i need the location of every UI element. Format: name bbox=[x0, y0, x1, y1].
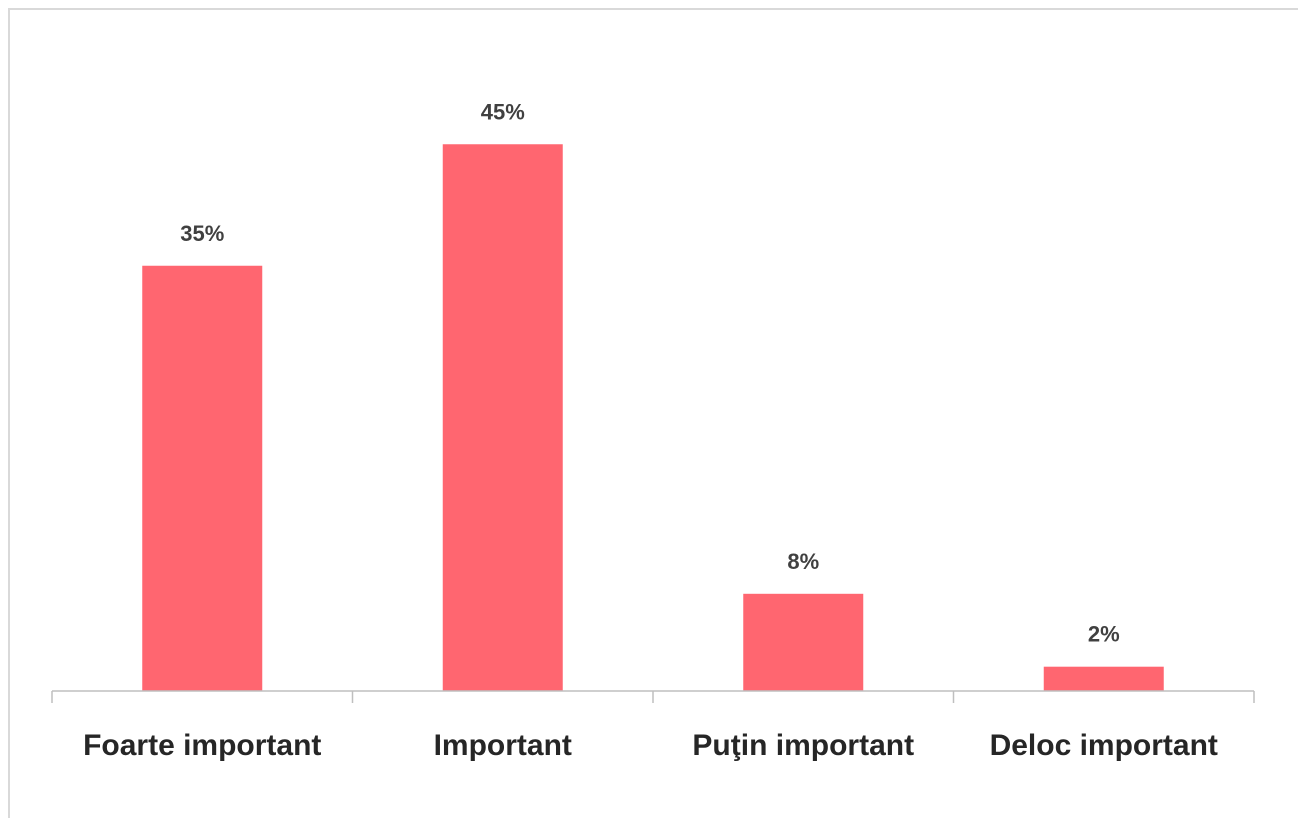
value-label-4: 2% bbox=[1088, 622, 1120, 647]
bars-group bbox=[142, 144, 1164, 691]
bar-1 bbox=[142, 265, 263, 691]
value-labels-group: 35% 45% 8% 2% bbox=[180, 99, 1119, 646]
bar-4 bbox=[1043, 666, 1164, 691]
x-axis-ticks bbox=[51, 691, 1255, 703]
value-label-3: 8% bbox=[787, 549, 819, 574]
category-labels-group: Foarte important Important Puţin important… bbox=[83, 729, 1218, 762]
category-label-3: Puţin important bbox=[692, 729, 914, 762]
bar-2 bbox=[442, 144, 563, 691]
category-label-1: Foarte important bbox=[83, 729, 321, 762]
category-label-4: Deloc important bbox=[990, 729, 1218, 762]
value-label-1: 35% bbox=[180, 221, 224, 246]
category-label-2: Important bbox=[434, 729, 572, 762]
value-label-2: 45% bbox=[481, 99, 525, 124]
bar-3 bbox=[743, 593, 864, 691]
chart-frame bbox=[8, 8, 1298, 818]
